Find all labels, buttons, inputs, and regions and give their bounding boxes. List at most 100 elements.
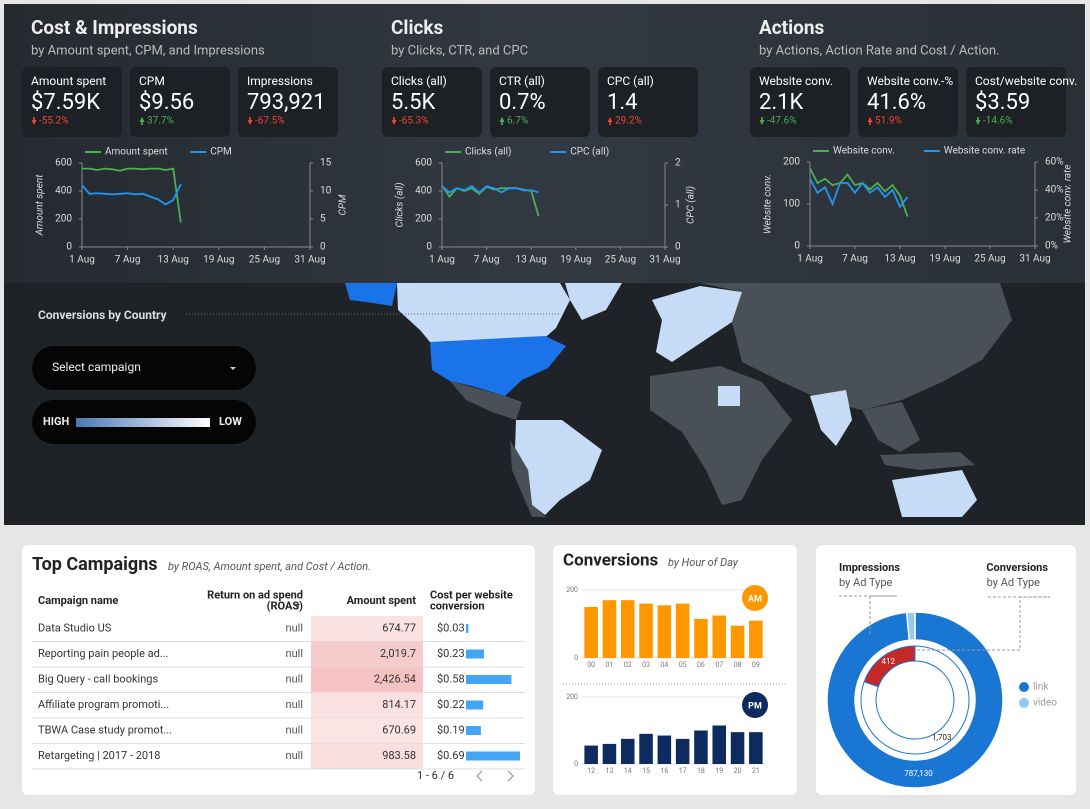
campaign-name: Reporting pain people ad... bbox=[38, 647, 169, 660]
x-tick-label: 16 bbox=[660, 767, 668, 775]
next-page[interactable] bbox=[507, 770, 515, 782]
leader-line bbox=[915, 596, 1050, 651]
x-tick-label: 15 bbox=[642, 767, 650, 775]
heat-cell bbox=[311, 692, 423, 718]
country bbox=[700, 283, 1012, 410]
slice-label: 1,703 bbox=[932, 733, 952, 742]
kpi-arrow-stem bbox=[869, 121, 871, 125]
y2-axis-label: CPM bbox=[338, 194, 349, 215]
y-tick-label: 200 bbox=[783, 157, 800, 168]
bar bbox=[675, 603, 690, 658]
ring-subtitle: by Ad Type bbox=[987, 576, 1041, 589]
dropdown-label[interactable]: Select campaign bbox=[52, 360, 141, 374]
sort-indicator bbox=[294, 604, 300, 608]
cost-label: $0.22 bbox=[437, 698, 465, 711]
kpi-change: -67.5% bbox=[255, 116, 285, 127]
heat-cell bbox=[311, 616, 423, 642]
kpi-value: 5.5K bbox=[391, 90, 436, 115]
bar bbox=[639, 603, 653, 658]
cost-label: $0.19 bbox=[437, 723, 465, 736]
badge bbox=[742, 585, 768, 611]
kpi-label: Amount spent bbox=[31, 74, 106, 88]
kpi-value: 41.6% bbox=[867, 90, 926, 115]
kpi-arrow bbox=[247, 120, 253, 125]
x-tick-label: 19 Aug bbox=[929, 254, 960, 265]
bar bbox=[712, 725, 727, 764]
kpi-section bbox=[4, 4, 1085, 283]
x-tick-label: 18 bbox=[697, 767, 705, 775]
kpi-value: 793,921 bbox=[247, 90, 326, 115]
country bbox=[510, 440, 546, 517]
bar bbox=[584, 745, 598, 764]
campaign-name: Big Query - call bookings bbox=[38, 672, 158, 685]
roas: null bbox=[286, 647, 304, 660]
amount-spent: 983.58 bbox=[382, 749, 416, 762]
x-tick-label: 21 bbox=[752, 767, 760, 775]
bar bbox=[694, 618, 708, 658]
country bbox=[650, 366, 792, 505]
line-series bbox=[82, 167, 182, 223]
kpi-card bbox=[382, 67, 482, 137]
y-tick-label: 0 bbox=[574, 654, 578, 662]
y-axis-label: Amount spent bbox=[35, 174, 46, 237]
kpi-value: 1.4 bbox=[607, 90, 638, 115]
cost-label: $0.58 bbox=[437, 672, 465, 685]
x-tick-label: 1 Aug bbox=[69, 255, 95, 266]
campaign-name: TBWA Case study promot... bbox=[38, 723, 172, 736]
country bbox=[960, 325, 975, 362]
x-tick-label: 17 bbox=[679, 767, 687, 775]
cost-bar bbox=[466, 649, 484, 659]
x-tick-label: 7 Aug bbox=[115, 255, 141, 266]
y-tick-label: 200 bbox=[566, 693, 578, 701]
x-tick-label: 25 Aug bbox=[605, 255, 636, 266]
x-tick-label: 13 bbox=[606, 767, 614, 775]
kpi-label: Website conv. bbox=[759, 74, 833, 88]
country bbox=[652, 286, 742, 362]
kpi-change: -65.3% bbox=[399, 116, 429, 127]
cost-bar bbox=[466, 726, 481, 735]
bar bbox=[694, 730, 708, 764]
prev-page[interactable] bbox=[475, 770, 483, 782]
kpi-label: Website conv.-% bbox=[867, 74, 953, 88]
panel-subtitle: by Actions, Action Rate and Cost / Actio… bbox=[759, 43, 1000, 58]
badge bbox=[742, 692, 768, 718]
kpi-change: -14.6% bbox=[983, 116, 1013, 127]
campaign-name: Data Studio US bbox=[38, 621, 112, 634]
y-tick-label: 100 bbox=[783, 199, 800, 210]
badge-label: AM bbox=[748, 594, 762, 604]
ring-subtitle: by Ad Type bbox=[839, 576, 893, 589]
kpi-value: 0.7% bbox=[499, 90, 546, 115]
x-tick-label: 09 bbox=[752, 661, 760, 669]
kpi-label: CPC (all) bbox=[607, 74, 654, 88]
campaign-dropdown[interactable] bbox=[32, 346, 256, 390]
x-tick-label: 08 bbox=[734, 661, 742, 669]
y2-axis-label: CPC (all) bbox=[685, 186, 697, 224]
bar bbox=[657, 735, 672, 764]
kpi-change: 51.9% bbox=[875, 116, 902, 127]
kpi-arrow-stem bbox=[33, 117, 35, 121]
y-tick-label: 0 bbox=[66, 242, 72, 253]
bar bbox=[602, 600, 617, 658]
x-tick-label: 19 Aug bbox=[203, 255, 234, 266]
kpi-label: Impressions bbox=[247, 74, 313, 88]
kpi-arrow-stem bbox=[249, 117, 251, 121]
bar bbox=[749, 732, 763, 764]
slice-label: 787,130 bbox=[904, 769, 933, 778]
line-series bbox=[809, 167, 909, 217]
kpi-value: $7.59K bbox=[31, 90, 100, 115]
badge-label: PM bbox=[748, 701, 762, 711]
kpi-arrow bbox=[139, 117, 145, 122]
kpi-card bbox=[750, 67, 850, 137]
y-tick-label: 200 bbox=[415, 214, 432, 225]
bar bbox=[657, 605, 672, 658]
legend-label: CPC (all) bbox=[570, 146, 609, 158]
kpi-arrow bbox=[499, 117, 505, 122]
world-map bbox=[345, 283, 1012, 517]
y-axis-label: Website conv. bbox=[763, 174, 774, 234]
kpi-arrow-stem bbox=[977, 117, 979, 121]
kpi-change: 6.7% bbox=[507, 116, 528, 127]
line-series bbox=[441, 185, 539, 194]
legend-gradient bbox=[76, 418, 210, 427]
